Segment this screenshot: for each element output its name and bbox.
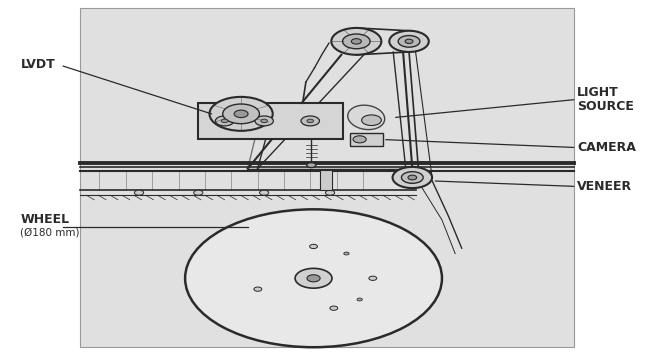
Text: VENEER: VENEER xyxy=(577,180,632,193)
Bar xyxy=(320,170,332,190)
Circle shape xyxy=(393,167,432,188)
Text: CAMERA: CAMERA xyxy=(577,141,636,154)
Circle shape xyxy=(254,287,262,291)
Circle shape xyxy=(310,244,317,248)
Circle shape xyxy=(255,116,273,126)
Circle shape xyxy=(389,31,429,52)
Circle shape xyxy=(331,28,381,55)
Circle shape xyxy=(369,276,377,280)
Bar xyxy=(80,8,574,347)
Circle shape xyxy=(135,190,144,195)
Circle shape xyxy=(259,190,269,195)
Circle shape xyxy=(405,39,413,43)
Circle shape xyxy=(398,36,420,47)
Text: LIGHT
SOURCE: LIGHT SOURCE xyxy=(577,86,634,113)
Circle shape xyxy=(261,119,267,123)
Bar xyxy=(350,133,383,146)
Circle shape xyxy=(351,39,361,44)
Text: WHEEL: WHEEL xyxy=(20,213,69,226)
Bar xyxy=(198,103,343,138)
Circle shape xyxy=(408,175,416,180)
Circle shape xyxy=(193,190,203,195)
Ellipse shape xyxy=(348,105,385,130)
Circle shape xyxy=(330,306,338,310)
Circle shape xyxy=(353,136,366,143)
Circle shape xyxy=(344,252,349,255)
Circle shape xyxy=(223,104,259,124)
Circle shape xyxy=(362,115,381,126)
Text: LVDT: LVDT xyxy=(20,58,55,71)
Circle shape xyxy=(301,116,319,126)
Circle shape xyxy=(221,119,228,123)
Circle shape xyxy=(307,275,320,282)
Circle shape xyxy=(401,172,423,183)
Circle shape xyxy=(325,190,335,195)
Circle shape xyxy=(343,34,370,49)
Circle shape xyxy=(215,116,234,126)
Circle shape xyxy=(295,268,332,288)
Circle shape xyxy=(234,110,248,118)
Circle shape xyxy=(307,119,314,123)
Circle shape xyxy=(307,163,316,168)
Text: (Ø180 mm): (Ø180 mm) xyxy=(20,227,80,237)
Circle shape xyxy=(357,298,362,301)
Circle shape xyxy=(209,97,273,131)
Circle shape xyxy=(185,209,442,347)
